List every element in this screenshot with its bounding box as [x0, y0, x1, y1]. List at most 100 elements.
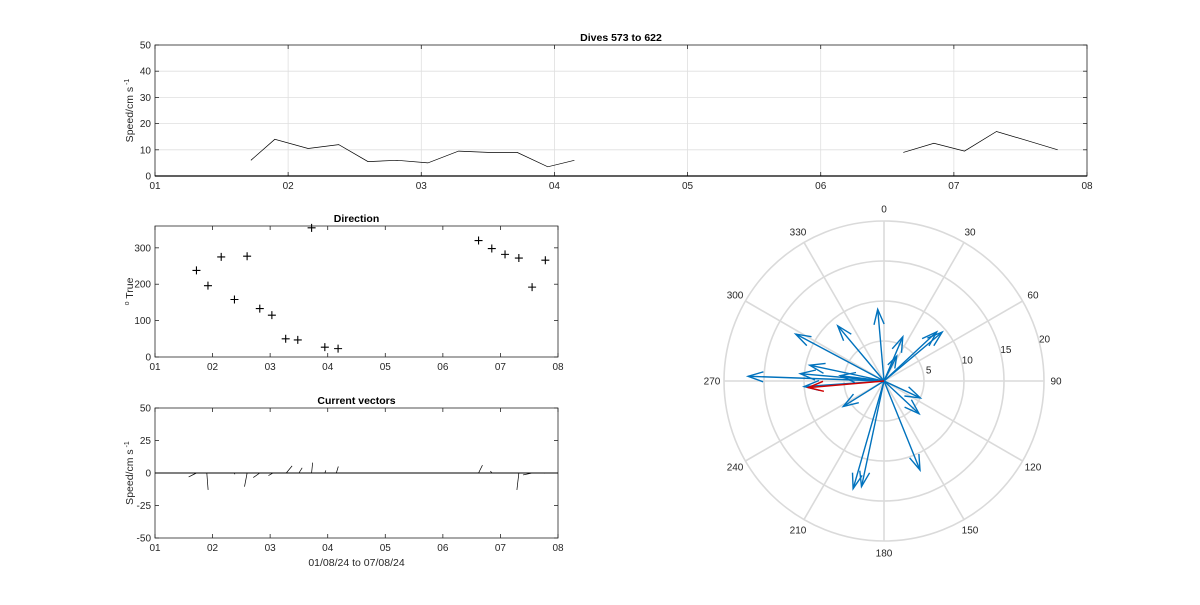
- polar-angle-label: 180: [876, 549, 893, 560]
- vector-stick: [522, 472, 533, 476]
- vector-stick: [298, 467, 303, 474]
- speed-series-line: [250, 138, 575, 168]
- direction-ytick-label: 300: [134, 243, 151, 254]
- polar-arrow: [807, 362, 885, 382]
- polar-angle-label: 0: [881, 205, 887, 216]
- polar-arrow-shaft: [809, 364, 885, 382]
- direction-point: [528, 283, 537, 292]
- vector-stick: [324, 470, 327, 474]
- speed-ytick-label: 40: [140, 67, 152, 78]
- polar-arrow: [883, 380, 923, 399]
- direction-xtick-label: 07: [495, 362, 507, 373]
- direction-point: [487, 244, 496, 253]
- direction-xtick-label: 06: [437, 362, 449, 373]
- speed-xtick-label: 03: [416, 181, 428, 192]
- vectors-ytick-label: 0: [145, 469, 151, 480]
- vector-stick: [285, 465, 293, 474]
- polar-arrow-head: [745, 371, 764, 383]
- polar-arrow-head: [891, 334, 904, 353]
- direction-ytick-label: 100: [134, 316, 151, 327]
- speed-ytick-label: 50: [140, 41, 152, 52]
- speed-ytick-label: 30: [140, 93, 152, 104]
- direction-xtick-label: 02: [207, 362, 219, 373]
- polar-angle-label: 210: [790, 525, 807, 536]
- vector-stick: [311, 462, 313, 474]
- speed-ylabel-sup: -1: [124, 79, 131, 87]
- vectors-ylabel-sup: -1: [124, 441, 131, 449]
- polar-arrow-shaft: [883, 380, 921, 399]
- direction-point: [334, 344, 343, 353]
- direction-point: [267, 311, 276, 320]
- direction-ytick-label: 0: [145, 353, 151, 364]
- direction-point: [281, 334, 290, 343]
- polar-arrow: [836, 324, 885, 382]
- vector-stick: [206, 472, 209, 490]
- direction-point: [474, 236, 483, 245]
- direction-point: [541, 256, 550, 265]
- vector-stick: [268, 472, 274, 476]
- polar-mean-arrow-shaft: [808, 380, 885, 389]
- polar-arrow-head: [807, 362, 826, 374]
- polar-axes: 0 30 60 90 120 150 180 210 240 270 300 330 5 10 15 20: [704, 205, 1062, 560]
- vector-stick: [244, 472, 248, 487]
- polar-arrow-head: [904, 399, 921, 416]
- direction-ylabel-text: True: [124, 277, 136, 301]
- polar-spoke: [883, 300, 1023, 382]
- polar-mean-arrow: [806, 380, 885, 392]
- direction-point: [501, 250, 510, 259]
- polar-angle-label: 30: [964, 228, 976, 239]
- polar-arrow: [851, 380, 885, 491]
- vectors-ytick-label: -50: [137, 534, 152, 545]
- polar-spoke: [883, 242, 965, 382]
- polar-arrow: [883, 380, 921, 416]
- vectors-ytick-label: -25: [137, 501, 152, 512]
- speed-ytick-label: 0: [145, 172, 151, 183]
- polar-spoke: [803, 380, 885, 520]
- direction-point: [320, 343, 329, 352]
- vector-stick: [188, 472, 197, 478]
- polar-angle-label: 150: [962, 525, 979, 536]
- vectors-ytick-label: 50: [140, 404, 152, 415]
- vectors-ytick-label: 25: [140, 436, 152, 447]
- vector-stick: [490, 470, 493, 474]
- polar-arrow-head: [909, 453, 921, 473]
- vector-stick: [516, 472, 520, 490]
- polar-radius-label: 15: [1000, 345, 1012, 356]
- direction-point: [255, 304, 264, 313]
- polar-angle-label: 330: [790, 228, 807, 239]
- polar-spoke: [803, 242, 885, 382]
- polar-arrow-shaft: [883, 336, 904, 382]
- vectors-title: Current vectors: [317, 395, 395, 407]
- direction-ylabel-prefix: o: [124, 301, 131, 305]
- polar-radius-label: 5: [926, 366, 932, 377]
- speed-xtick-label: 07: [948, 181, 960, 192]
- polar-arrow-shaft: [852, 380, 885, 489]
- polar-arrow-head: [859, 470, 871, 489]
- polar-angle-label: 120: [1025, 463, 1042, 474]
- speed-xtick-label: 06: [815, 181, 827, 192]
- polar-arrow-head: [887, 354, 898, 369]
- polar-angle-label: 240: [727, 463, 744, 474]
- direction-frame: [154, 225, 559, 358]
- direction-point: [243, 252, 252, 261]
- vector-stick: [336, 466, 339, 474]
- polar-arrow-shaft: [795, 333, 885, 382]
- speed-ylabel: Speed/cm s -1: [124, 79, 136, 143]
- direction-xtick-label: 03: [265, 362, 277, 373]
- polar-arrow-head: [851, 472, 863, 491]
- polar-arrow-shaft: [883, 331, 938, 382]
- vectors-xtick-label: 08: [552, 543, 564, 554]
- polar-arrow-shaft: [837, 325, 885, 382]
- vectors-ylabel: Speed/cm s -1: [124, 441, 136, 505]
- direction-point: [192, 266, 201, 275]
- direction-point: [203, 281, 212, 290]
- direction-point: [217, 252, 226, 261]
- direction-point: [307, 223, 316, 232]
- polar-arrow-shaft: [877, 309, 885, 382]
- direction-ytick-label: 200: [134, 280, 151, 291]
- vectors-xtick-label: 06: [437, 543, 449, 554]
- speed-ylabel-text: Speed/cm s: [124, 87, 136, 142]
- speed-xtick-label: 01: [149, 181, 161, 192]
- polar-spoke: [883, 380, 1023, 462]
